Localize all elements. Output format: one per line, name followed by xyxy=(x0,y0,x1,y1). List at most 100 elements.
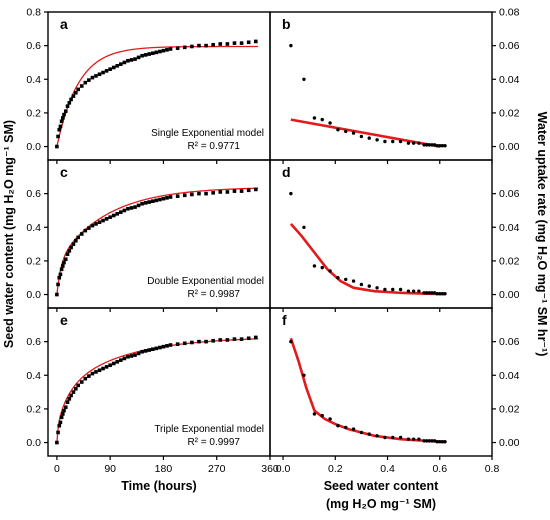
panel-letter-d: d xyxy=(282,164,291,180)
data-point xyxy=(90,371,95,376)
data-point xyxy=(182,45,187,50)
data-point xyxy=(218,42,223,46)
y-tick-label: 0.2 xyxy=(26,403,41,415)
right-x-axis-subtitle: (mg H₂O mg⁻¹ SM) xyxy=(326,497,436,511)
data-point xyxy=(225,338,230,342)
data-point xyxy=(83,80,88,85)
panel-a: 0.0 0.2 0.4 0.6 0.8 a Single Exponential model… xyxy=(26,7,271,164)
data-point xyxy=(161,196,166,201)
x-tick-label: 90 xyxy=(104,463,116,475)
data-point xyxy=(440,292,445,296)
data-point xyxy=(253,39,258,44)
data-point xyxy=(62,260,66,265)
data-point xyxy=(83,228,88,233)
data-point xyxy=(69,97,73,102)
data-point xyxy=(443,440,447,444)
data-point xyxy=(56,282,60,287)
data-point xyxy=(246,336,251,341)
data-point xyxy=(154,198,159,203)
data-point xyxy=(150,51,155,56)
data-point xyxy=(59,267,64,272)
data-point xyxy=(204,339,208,344)
data-point xyxy=(440,144,445,148)
data-point xyxy=(211,42,215,47)
data-point xyxy=(65,400,70,404)
panel-letter-f: f xyxy=(282,312,287,328)
panel-f: 0.00 0.02 0.04 0.06 0.0 0.2 0.4 0.6 0.8 f xyxy=(269,307,520,475)
data-point xyxy=(239,189,244,193)
data-point xyxy=(422,439,426,443)
y-tick-label: 0.4 xyxy=(26,370,41,382)
data-point xyxy=(312,116,317,120)
data-point xyxy=(79,232,84,236)
data-point xyxy=(87,374,91,378)
data-point xyxy=(94,370,98,374)
data-point xyxy=(168,195,173,199)
data-point xyxy=(351,131,356,135)
x-tick-label: 360 xyxy=(261,463,279,475)
data-point xyxy=(438,440,442,444)
right-y-axis-title: Water uptake rate (mg H₂O mg⁻¹ SM hr⁻¹) xyxy=(535,112,549,357)
data-point xyxy=(71,390,76,394)
data-point xyxy=(427,439,432,443)
y-tick-label: 0.04 xyxy=(499,74,520,86)
data-point xyxy=(101,218,105,223)
data-point xyxy=(375,434,379,438)
data-point xyxy=(351,427,356,431)
data-point xyxy=(398,435,403,440)
data-point xyxy=(143,53,148,57)
data-point xyxy=(57,127,62,132)
model-label-e: Triple Exponential model xyxy=(154,424,264,435)
data-point xyxy=(427,291,432,295)
data-point xyxy=(126,206,130,211)
data-point xyxy=(320,117,324,122)
data-point xyxy=(59,415,64,420)
y-tick-label: 0.2 xyxy=(26,107,41,119)
y-tick-label: 0.4 xyxy=(26,74,41,86)
data-point xyxy=(147,348,152,352)
data-point xyxy=(211,190,215,195)
data-point xyxy=(122,60,127,65)
data-point xyxy=(147,52,152,56)
data-point xyxy=(175,46,180,50)
data-point xyxy=(59,119,64,124)
data-point xyxy=(67,397,72,401)
y-tick-label: 0.04 xyxy=(499,222,520,234)
data-point xyxy=(94,74,98,78)
data-point xyxy=(119,358,123,362)
data-point xyxy=(168,47,173,51)
data-point xyxy=(239,337,244,341)
data-point xyxy=(161,48,166,53)
data-point xyxy=(165,196,169,200)
data-point xyxy=(239,41,244,45)
data-point xyxy=(411,289,416,293)
data-point xyxy=(182,193,187,198)
y-tick-label: 0.06 xyxy=(499,336,520,348)
data-point xyxy=(63,257,68,262)
data-point xyxy=(65,104,70,108)
data-point xyxy=(218,190,223,194)
data-point xyxy=(411,437,416,441)
data-point xyxy=(104,217,109,221)
data-point xyxy=(312,264,317,268)
data-point xyxy=(104,365,109,369)
model-label-a: Single Exponential model xyxy=(151,128,264,139)
right-x-axis-title: Seed water content xyxy=(324,479,439,493)
data-point xyxy=(417,289,421,293)
x-tick-label: 0.8 xyxy=(485,463,500,475)
data-point xyxy=(111,65,116,70)
data-point xyxy=(190,44,194,49)
x-tick-label: 0 xyxy=(54,463,60,475)
data-point xyxy=(129,58,134,62)
data-point xyxy=(344,129,348,134)
data-point xyxy=(111,361,116,366)
fit-curve-d xyxy=(289,223,446,296)
y-tick-label: 0.08 xyxy=(499,7,520,19)
data-point xyxy=(57,423,62,428)
data-point xyxy=(435,292,439,296)
data-point xyxy=(359,282,364,287)
x-tick-label: 0.4 xyxy=(380,463,395,475)
fit-curve-a xyxy=(56,45,259,147)
y-tick-label: 0.02 xyxy=(499,255,520,267)
